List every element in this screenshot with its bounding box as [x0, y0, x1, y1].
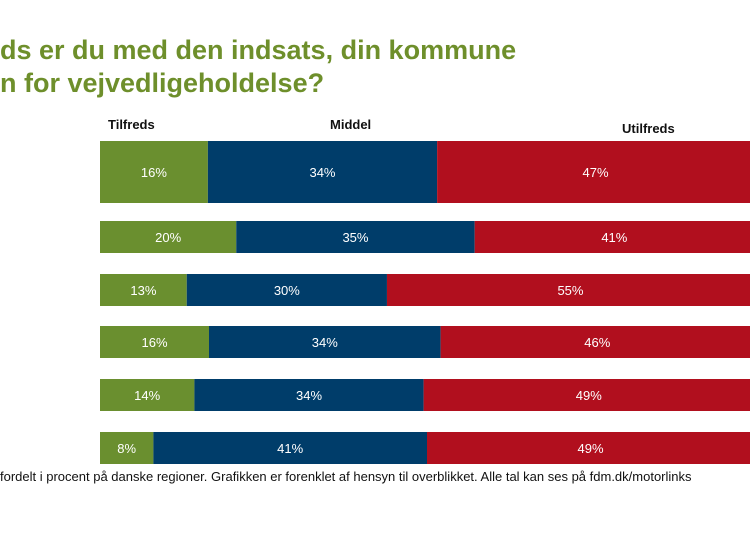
bar-tilfreds-row-4	[100, 326, 209, 358]
data-label-middel-row-6: 41%	[277, 441, 303, 456]
data-label-middel-row-2: 35%	[342, 230, 368, 245]
data-label-middel-row-5: 34%	[296, 388, 322, 403]
bar-tilfreds-row-2	[100, 221, 237, 253]
data-label-utilfreds-row-6: 49%	[577, 441, 603, 456]
data-label-utilfreds-row-3: 55%	[557, 283, 583, 298]
bar-middel-row-3	[186, 274, 387, 306]
data-label-tilfreds-row-1: 16%	[141, 165, 167, 180]
data-label-utilfreds-row-1: 47%	[583, 165, 609, 180]
data-label-tilfreds-row-4: 16%	[141, 335, 167, 350]
data-label-tilfreds-row-3: 13%	[130, 283, 156, 298]
bar-middel-row-1	[207, 141, 438, 203]
bar-middel-row-5	[194, 379, 424, 411]
data-label-utilfreds-row-5: 49%	[576, 388, 602, 403]
data-label-tilfreds-row-2: 20%	[155, 230, 181, 245]
bar-middel-row-2	[236, 221, 475, 253]
data-label-middel-row-1: 34%	[309, 165, 335, 180]
bar-utilfreds-row-5	[423, 379, 750, 411]
legend-middel: Middel	[330, 117, 372, 132]
bar-tilfreds-row-6	[100, 432, 154, 464]
bar-tilfreds-row-3	[100, 274, 187, 306]
bar-tilfreds-row-1	[100, 141, 208, 203]
bar-middel-row-6	[153, 432, 427, 464]
title-line-1: ds er du med den indsats, din kommune	[0, 35, 517, 65]
title-line-2: n for vejvedligeholdelse?	[0, 68, 325, 98]
bar-utilfreds-row-2	[474, 221, 750, 253]
bar-utilfreds-row-6	[427, 432, 750, 464]
data-label-middel-row-3: 30%	[274, 283, 300, 298]
bar-middel-row-4	[209, 326, 441, 358]
chart-title: ds er du med den indsats, din kommune n …	[0, 34, 750, 100]
data-label-middel-row-4: 34%	[312, 335, 338, 350]
bar-tilfreds-row-5	[100, 379, 195, 411]
data-label-utilfreds-row-4: 46%	[584, 335, 610, 350]
legend-utilfreds: Utilfreds	[622, 121, 675, 136]
data-label-tilfreds-row-5: 14%	[134, 388, 160, 403]
bar-utilfreds-row-1	[437, 141, 750, 203]
data-label-utilfreds-row-2: 41%	[601, 230, 627, 245]
legend-tilfreds: Tilfreds	[108, 117, 155, 132]
bar-utilfreds-row-3	[386, 274, 750, 306]
data-label-tilfreds-row-6: 8%	[117, 441, 136, 456]
bar-utilfreds-row-4	[440, 326, 750, 358]
footnote: fordelt i procent på danske regioner. Gr…	[0, 469, 692, 484]
